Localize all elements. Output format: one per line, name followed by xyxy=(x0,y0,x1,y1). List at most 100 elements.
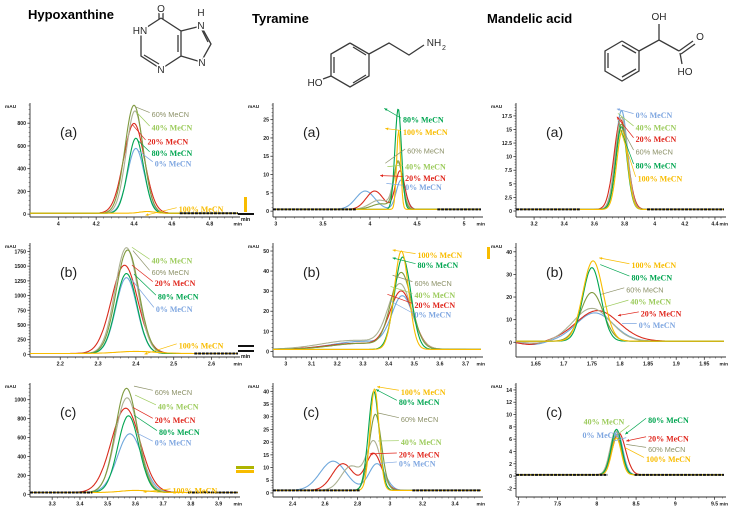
svg-text:min: min xyxy=(719,222,728,228)
svg-text:5: 5 xyxy=(463,222,466,228)
svg-text:4: 4 xyxy=(57,222,60,228)
svg-text:25: 25 xyxy=(263,118,269,124)
svg-text:2.3: 2.3 xyxy=(94,362,101,368)
svg-text:40% MeCN: 40% MeCN xyxy=(401,438,442,447)
svg-text:15: 15 xyxy=(506,127,512,133)
svg-text:0: 0 xyxy=(509,209,512,215)
svg-text:(c): (c) xyxy=(546,404,562,420)
svg-text:400: 400 xyxy=(17,454,26,460)
panel-hypoxanthine-c: mAU min 0 200 400 600 800 1000 3.3 3.4 3.5 3.6 3.7 3.… xyxy=(5,383,242,508)
svg-text:60% MeCN: 60% MeCN xyxy=(636,148,673,157)
svg-text:4.2: 4.2 xyxy=(681,222,688,228)
svg-text:5: 5 xyxy=(509,182,512,188)
svg-text:4.4: 4.4 xyxy=(711,222,718,228)
svg-text:4.4: 4.4 xyxy=(130,222,137,228)
atom-label: H xyxy=(197,8,204,19)
svg-text:mAU: mAU xyxy=(5,244,17,250)
atom-label: N xyxy=(157,65,164,76)
svg-text:30: 30 xyxy=(506,272,512,278)
svg-text:mAU: mAU xyxy=(248,104,260,110)
svg-text:20% MeCN: 20% MeCN xyxy=(636,135,677,144)
svg-text:1.9: 1.9 xyxy=(673,362,680,368)
svg-text:7.5: 7.5 xyxy=(505,168,512,174)
svg-text:40: 40 xyxy=(506,250,512,256)
svg-text:20: 20 xyxy=(263,309,269,315)
crop-artifact-mark xyxy=(236,466,254,469)
svg-text:3: 3 xyxy=(389,502,392,508)
svg-text:0% MeCN: 0% MeCN xyxy=(399,459,436,468)
svg-text:8: 8 xyxy=(595,502,598,508)
svg-text:80% MeCN: 80% MeCN xyxy=(636,162,677,171)
svg-text:80% MeCN: 80% MeCN xyxy=(399,398,440,407)
svg-text:3.4: 3.4 xyxy=(76,502,83,508)
svg-text:250: 250 xyxy=(17,338,26,344)
svg-text:30: 30 xyxy=(263,415,269,421)
svg-text:100% MeCN: 100% MeCN xyxy=(638,174,683,183)
svg-text:12.5: 12.5 xyxy=(502,141,512,147)
svg-text:min: min xyxy=(719,502,728,508)
svg-text:20% MeCN: 20% MeCN xyxy=(399,451,440,460)
mandelic-acid-structure: OH O HO xyxy=(604,11,706,82)
svg-text:5: 5 xyxy=(266,191,269,197)
crop-artifact-mark xyxy=(487,247,490,259)
svg-text:40% MeCN: 40% MeCN xyxy=(152,123,193,132)
crop-artifact-mark xyxy=(244,197,247,212)
atom-label: HO xyxy=(678,67,693,78)
hypoxanthine-structure: O HN N H N N xyxy=(131,4,212,78)
svg-text:10: 10 xyxy=(263,466,269,472)
svg-text:min: min xyxy=(476,502,485,508)
svg-text:20% MeCN: 20% MeCN xyxy=(641,309,682,318)
svg-text:80% MeCN: 80% MeCN xyxy=(418,261,459,270)
svg-text:2.5: 2.5 xyxy=(170,362,177,368)
svg-text:0% MeCN: 0% MeCN xyxy=(583,431,620,440)
svg-text:500: 500 xyxy=(17,323,26,329)
svg-text:40% MeCN: 40% MeCN xyxy=(152,257,193,266)
svg-text:20: 20 xyxy=(263,136,269,142)
svg-text:40: 40 xyxy=(263,269,269,275)
atom-label: OH xyxy=(652,12,667,23)
svg-text:2.6: 2.6 xyxy=(321,502,328,508)
panel-tyramine-a: mAU min 0 5 10 15 20 25 3 3.5 4 4.5 5 (a) 80% MeCN 100%… xyxy=(248,103,485,228)
svg-text:mAU: mAU xyxy=(248,384,260,390)
svg-text:min: min xyxy=(233,222,242,228)
panel-mandelic-a: mAU min 0 2.5 5 7.5 10 12.5 15 17.5 3.2 3.4 3.6 3.8 4 4… xyxy=(491,103,728,228)
svg-text:3.2: 3.2 xyxy=(419,502,426,508)
svg-text:80% MeCN: 80% MeCN xyxy=(648,416,689,425)
svg-text:80% MeCN: 80% MeCN xyxy=(631,274,672,283)
svg-text:0: 0 xyxy=(266,209,269,215)
svg-text:50: 50 xyxy=(263,249,269,255)
svg-text:600: 600 xyxy=(17,436,26,442)
svg-text:min: min xyxy=(476,362,485,368)
svg-text:3: 3 xyxy=(274,222,277,228)
svg-text:60% MeCN: 60% MeCN xyxy=(648,445,685,454)
svg-text:2.4: 2.4 xyxy=(289,502,296,508)
svg-text:60% MeCN: 60% MeCN xyxy=(414,279,451,288)
svg-text:3.4: 3.4 xyxy=(451,502,458,508)
svg-text:3.6: 3.6 xyxy=(436,362,443,368)
svg-text:100% MeCN: 100% MeCN xyxy=(401,388,446,397)
svg-text:3.7: 3.7 xyxy=(160,502,167,508)
svg-text:25: 25 xyxy=(263,427,269,433)
svg-text:100% MeCN: 100% MeCN xyxy=(646,455,691,464)
svg-text:4.2: 4.2 xyxy=(93,222,100,228)
svg-text:100% MeCN: 100% MeCN xyxy=(418,251,463,260)
svg-text:mAU: mAU xyxy=(248,244,260,250)
svg-text:17.5: 17.5 xyxy=(502,114,512,120)
panel-mandelic-c: mAU min -2 0 2 4 6 8 10 12 14 7 7.5 8 8.5 9 9.5 (c) 40% Me… xyxy=(491,383,728,508)
svg-text:3.5: 3.5 xyxy=(104,502,111,508)
svg-text:200: 200 xyxy=(17,473,26,479)
svg-text:3.2: 3.2 xyxy=(530,222,537,228)
svg-text:80% MeCN: 80% MeCN xyxy=(403,116,444,125)
svg-text:3.8: 3.8 xyxy=(187,502,194,508)
atom-label: 2 xyxy=(442,45,446,52)
svg-text:mAU: mAU xyxy=(491,104,503,110)
svg-text:(a): (a) xyxy=(60,124,77,140)
svg-text:2.5: 2.5 xyxy=(505,195,512,201)
svg-text:10: 10 xyxy=(263,173,269,179)
svg-text:0% MeCN: 0% MeCN xyxy=(156,305,193,314)
svg-text:1.8: 1.8 xyxy=(616,362,623,368)
svg-text:4: 4 xyxy=(653,222,656,228)
svg-text:0% MeCN: 0% MeCN xyxy=(639,321,676,330)
svg-text:60% MeCN: 60% MeCN xyxy=(152,268,189,277)
